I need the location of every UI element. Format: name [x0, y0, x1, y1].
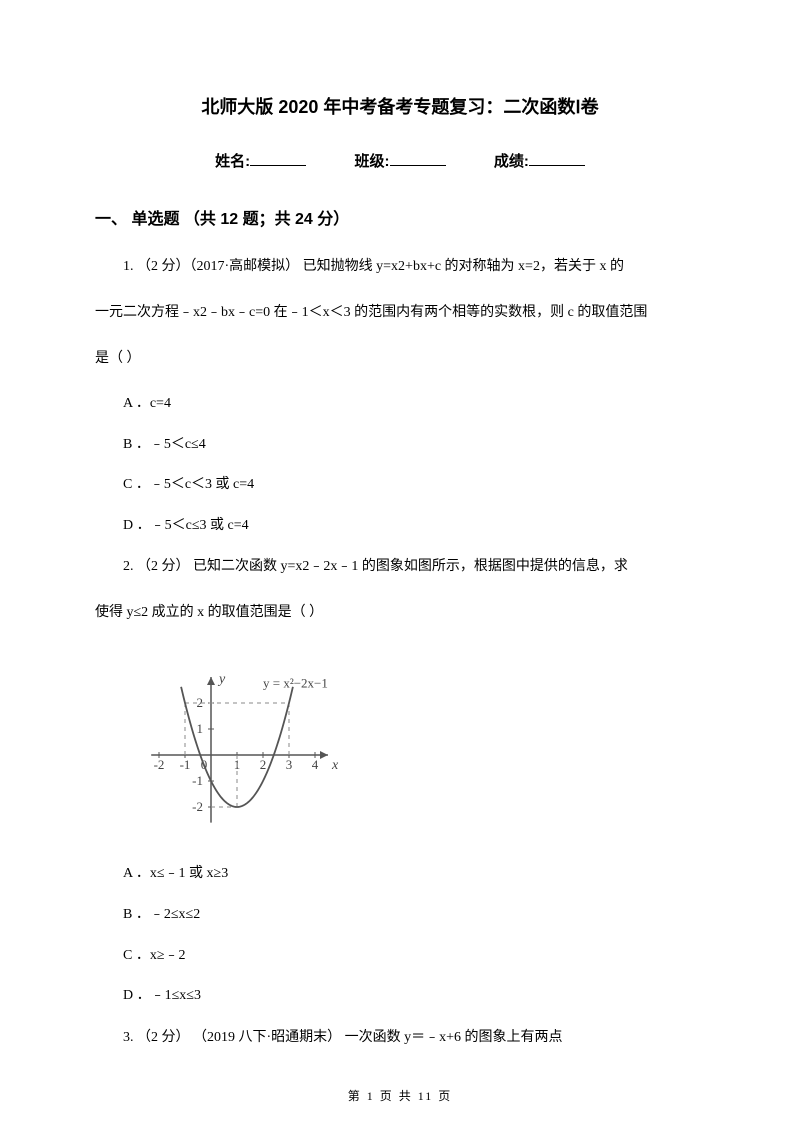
name-blank — [250, 152, 306, 166]
q2-option-c: C ．x≥﹣2 — [95, 943, 705, 970]
page-footer: 第 1 页 共 11 页 — [0, 1087, 800, 1104]
svg-text:y: y — [217, 672, 226, 687]
parabola-chart: -2-11234012-1-2xyy = x²−2x−1 — [135, 645, 705, 843]
q1-option-b: B ．﹣5＜c≤4 — [95, 432, 705, 459]
class-label: 班级: — [355, 153, 390, 170]
svg-text:-1: -1 — [180, 757, 191, 772]
q2-option-b: B ．﹣2≤x≤2 — [95, 902, 705, 929]
svg-text:-2: -2 — [192, 799, 203, 814]
q1-stem-line2: 一元二次方程﹣x2﹣bx﹣c=0 在﹣1＜x＜3 的范围内有两个相等的实数根，则… — [95, 299, 705, 327]
svg-text:2: 2 — [260, 757, 267, 772]
q1-option-a: A ．c=4 — [95, 391, 705, 418]
class-blank — [390, 152, 446, 166]
svg-text:3: 3 — [286, 757, 293, 772]
score-blank — [529, 152, 585, 166]
svg-text:-1: -1 — [192, 773, 203, 788]
q2-stem-line2: 使得 y≤2 成立的 x 的取值范围是（ ） — [95, 599, 705, 627]
q3-stem: 3. （2 分） （2019 八下·昭通期末） 一次函数 y＝﹣x+6 的图象上… — [95, 1024, 705, 1052]
q2-option-d: D ．﹣1≤x≤3 — [95, 983, 705, 1010]
q1-option-c: C ．﹣5＜c＜3 或 c=4 — [95, 472, 705, 499]
chart-svg: -2-11234012-1-2xyy = x²−2x−1 — [135, 645, 361, 843]
svg-text:4: 4 — [312, 757, 319, 772]
q2-option-a: A ．x≤﹣1 或 x≥3 — [95, 861, 705, 888]
section-heading: 一、 单选题 （共 12 题；共 24 分） — [95, 205, 705, 235]
score-label: 成绩: — [494, 153, 529, 170]
svg-text:1: 1 — [197, 721, 204, 736]
q1-option-d: D ．﹣5＜c≤3 或 c=4 — [95, 513, 705, 540]
name-label: 姓名: — [215, 153, 250, 170]
svg-text:x: x — [331, 758, 339, 773]
q1-stem-line3: 是（ ） — [95, 345, 705, 373]
meta-row: 姓名: 班级: 成绩: — [95, 148, 705, 177]
q2-stem-line1: 2. （2 分） 已知二次函数 y=x2﹣2x﹣1 的图象如图所示，根据图中提供… — [95, 553, 705, 581]
svg-text:y = x²−2x−1: y = x²−2x−1 — [263, 676, 328, 691]
q1-stem-line1: 1. （2 分）（2017·高邮模拟） 已知抛物线 y=x2+bx+c 的对称轴… — [95, 253, 705, 281]
page-title: 北师大版 2020 年中考备考专题复习：二次函数Ⅰ卷 — [95, 90, 705, 124]
svg-text:-2: -2 — [154, 757, 165, 772]
